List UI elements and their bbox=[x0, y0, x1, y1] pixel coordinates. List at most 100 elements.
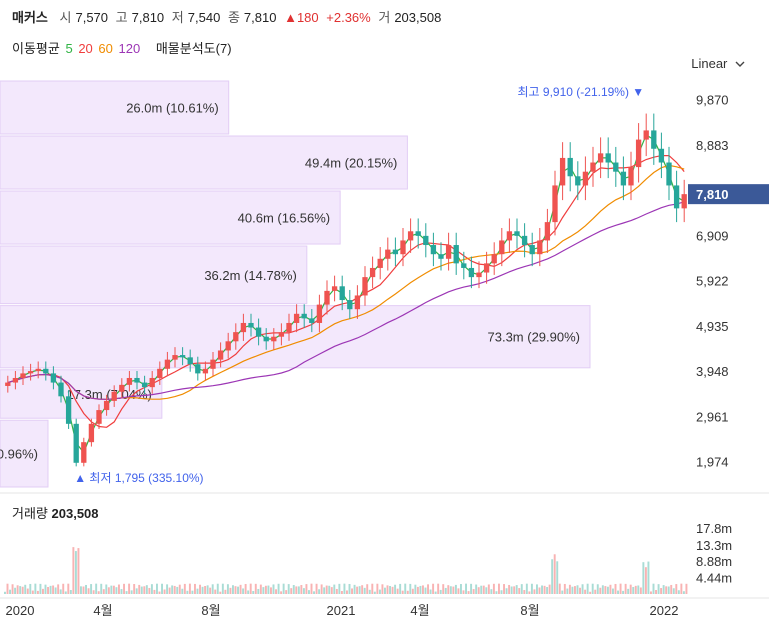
volume-bar bbox=[604, 586, 607, 594]
volume-bar bbox=[64, 591, 67, 594]
volume-bar bbox=[166, 584, 169, 594]
volume-bar bbox=[229, 587, 232, 594]
moving-average-legend[interactable]: 이동평균 5 20 60 120 매물분석도(7) bbox=[12, 38, 234, 57]
volume-bar bbox=[118, 584, 120, 594]
candle-body bbox=[491, 254, 497, 264]
scale-mode-toggle[interactable]: Linear bbox=[691, 56, 745, 71]
volume-short-label: 거 bbox=[378, 10, 391, 25]
candle-body bbox=[316, 304, 323, 323]
volume-bar bbox=[495, 591, 498, 594]
candle-body bbox=[217, 350, 224, 360]
open-value: 7,570 bbox=[75, 10, 109, 25]
volume-bar bbox=[655, 590, 657, 594]
scale-mode-label: Linear bbox=[691, 56, 728, 71]
volume-bar bbox=[485, 587, 488, 594]
volume-bar bbox=[558, 583, 561, 594]
volume-bar bbox=[538, 587, 541, 594]
volume-bar bbox=[541, 585, 543, 594]
volume-bar bbox=[460, 584, 462, 594]
volume-bar bbox=[432, 583, 435, 594]
volume-bar bbox=[548, 584, 551, 594]
volume-bar bbox=[672, 588, 675, 594]
volume-bar bbox=[579, 587, 581, 594]
volume-bar bbox=[95, 583, 98, 594]
candle-body bbox=[202, 368, 209, 374]
volume-bar bbox=[490, 589, 493, 594]
volume-bar bbox=[287, 584, 290, 594]
candle-body bbox=[430, 245, 437, 255]
volume-bar bbox=[196, 588, 199, 594]
candle-body bbox=[673, 185, 680, 209]
candle-body bbox=[514, 231, 520, 236]
time-tick-label: 2021 bbox=[327, 603, 356, 618]
candle-body bbox=[119, 384, 125, 392]
volume-bar bbox=[285, 590, 288, 594]
volume-bar bbox=[188, 583, 191, 594]
volume-bar bbox=[310, 583, 313, 594]
volume-bar bbox=[178, 584, 181, 594]
volume-bar bbox=[54, 587, 57, 594]
volume-bar bbox=[39, 583, 42, 594]
volume-bar bbox=[237, 586, 239, 594]
candle-body bbox=[324, 290, 330, 305]
volume-bar bbox=[416, 586, 419, 594]
volume-bar bbox=[216, 583, 219, 594]
volume-bar bbox=[617, 590, 619, 594]
volume-profile-label: 2.35m (0.96%) bbox=[0, 447, 38, 462]
price-tick-label: 9,870 bbox=[696, 93, 729, 108]
candle-body bbox=[271, 336, 277, 342]
volume-profile-bar bbox=[0, 419, 49, 488]
high-label: 고 bbox=[115, 10, 128, 25]
time-tick-label: 2020 bbox=[6, 603, 35, 618]
volume-bar bbox=[614, 583, 617, 594]
candle-body bbox=[58, 382, 64, 397]
volume-profile-bar bbox=[0, 80, 230, 135]
candle-body bbox=[651, 130, 657, 149]
volume-bar bbox=[36, 590, 39, 594]
candle-body bbox=[248, 322, 254, 328]
volume-bar bbox=[632, 587, 635, 594]
volume-bar bbox=[74, 551, 77, 594]
candle-body bbox=[195, 364, 201, 374]
volume-bar bbox=[353, 584, 356, 594]
volume-bar bbox=[330, 587, 333, 594]
ma-label: 이동평균 bbox=[12, 41, 60, 56]
all-time-low-label: ▲ 최저 1,795 (335.10%) bbox=[74, 471, 203, 485]
volume-bar bbox=[308, 590, 310, 594]
volume-bar bbox=[186, 590, 189, 594]
candle-body bbox=[529, 245, 535, 255]
volume-bar bbox=[183, 583, 186, 594]
time-axis: 2020 4월 8월 2021 4월 8월 2022 bbox=[0, 597, 769, 618]
volume-bar bbox=[530, 583, 533, 594]
volume-bar bbox=[444, 587, 447, 594]
volume-bar bbox=[338, 583, 341, 594]
candle-body bbox=[658, 148, 665, 163]
candle-body bbox=[559, 157, 566, 186]
candle-body bbox=[392, 249, 399, 255]
volume-bar bbox=[282, 583, 285, 594]
candle-body bbox=[172, 355, 178, 360]
volume-bar bbox=[563, 583, 566, 594]
volume-bar bbox=[107, 587, 110, 594]
volume-bar bbox=[399, 583, 402, 594]
volume-bar bbox=[234, 586, 237, 594]
volume-bar bbox=[465, 583, 467, 594]
volume-bar bbox=[52, 585, 55, 594]
ohlc-summary: 매커스 시 7,570 고 7,810 저 7,540 종 7,810 ▲180 +2.… bbox=[12, 7, 445, 26]
volume-bar bbox=[627, 588, 630, 594]
volume-profile-bar bbox=[0, 190, 341, 245]
volume-bar bbox=[31, 590, 34, 594]
volume-bar bbox=[252, 591, 255, 594]
volume-bar bbox=[500, 590, 503, 594]
candle-body bbox=[210, 359, 216, 369]
volume-bar bbox=[133, 584, 136, 594]
volume-bar bbox=[378, 589, 381, 594]
candle-body bbox=[88, 423, 95, 443]
volume-bar bbox=[629, 584, 632, 594]
volume-bar bbox=[642, 562, 645, 594]
volume-bar bbox=[69, 590, 72, 594]
volume-bar bbox=[105, 584, 108, 594]
volume-bar bbox=[553, 554, 556, 594]
volume-bar bbox=[401, 590, 404, 594]
